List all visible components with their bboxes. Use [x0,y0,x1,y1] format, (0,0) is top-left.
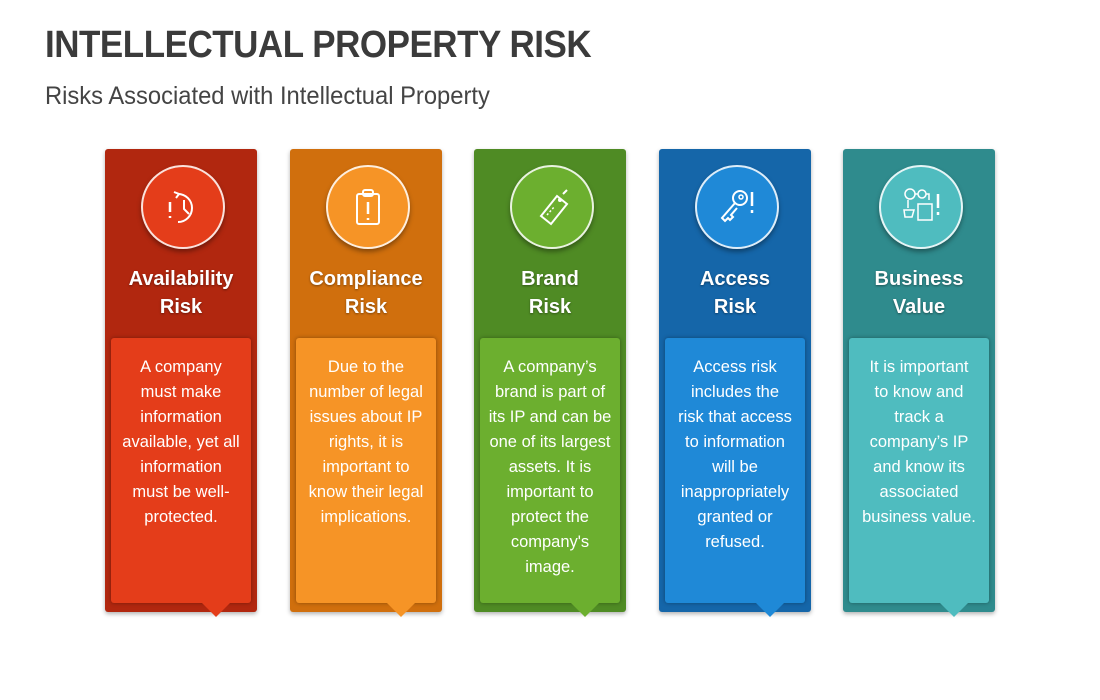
card-description-box: Due to the number of legal issues about IP… [296,338,436,603]
card-description-line: track a [894,408,944,426]
card-title: Availability Risk [105,265,257,321]
card-description-line: brand is part of [494,383,606,401]
card-description-line: It is important [869,358,969,376]
card-title: Brand Risk [474,265,626,321]
card-description-box: Access risk includes the risk that access t… [665,338,805,603]
card-title-line: Value [892,296,946,318]
pointer-arrow [756,603,784,617]
card-description-line: business value. [862,508,976,526]
card-description-line: rights, it is [328,433,404,451]
card-title-line: Risk [713,296,757,318]
slide-title: INTELLECTUAL PROPERTY RISK [45,24,592,66]
slide-subtitle: Risks Associated with Intellectual Prope… [45,82,490,110]
icon-circle [879,165,963,249]
card-description-line: will be [712,458,758,476]
card-description-line: one of its largest [489,433,611,451]
card-title-line: Brand [521,268,579,290]
card-description-line: to information [685,433,785,451]
pointer-arrow [571,603,599,617]
icon-circle [695,165,779,249]
card-description-line: risk that access [678,408,792,426]
card-description-line: important to [506,483,594,501]
card-description-box: A company’s brand is part of its IP and ca… [480,338,620,603]
clock-alert-icon [168,191,193,223]
card-business-value: Business Value It is important to know and t… [843,149,995,617]
card-description-line: company's [510,533,590,551]
card-access-risk: Access Risk Access risk includes the risk th… [659,149,811,617]
pointer-arrow [387,603,415,617]
card-description-line: its IP and can be [488,408,612,426]
card-title: Access Risk [659,265,811,321]
card-description-line: granted or [697,508,773,526]
pointer-arrow [940,603,968,617]
clipboard-alert-icon [356,189,380,225]
card-description-line: must be well- [132,483,230,501]
icon-circle [510,165,594,249]
card-description-line: number of legal [309,383,423,401]
card-description-line: issues about IP [309,408,423,426]
card-title-line: Risk [159,296,203,318]
card-description-line: company’s IP [869,433,969,451]
key-alert-icon [720,190,754,223]
card-description-line: associated [879,483,959,501]
card-title-line: Compliance [309,268,423,290]
card-title: Compliance Risk [290,265,442,321]
card-compliance-risk: Compliance Risk Due to the number of legal i… [290,149,442,617]
icon-circle [141,165,225,249]
card-description-line: and know its [873,458,965,476]
card-description-line: information [140,458,222,476]
card-title-line: Access [699,268,771,290]
card-description-box: It is important to know and track a company… [849,338,989,603]
card-title-line: Availability [128,268,234,290]
card-description-line: image. [525,558,575,576]
card-description-line: assets. It is [508,458,592,476]
card-description-line: important to [322,458,410,476]
card-description-line: to know and [874,383,964,401]
card-description-line: information [140,408,222,426]
card-brand-risk: Brand Risk A company’s brand is part of its … [474,149,626,617]
card-description-line: A company [140,358,222,376]
card-description-line: inappropriately [680,483,790,501]
card-description-line: Due to the [327,358,405,376]
pointer-arrow [202,603,230,617]
card-description-box: A company must make information available, … [111,338,251,603]
card-description-line: Access risk [693,358,777,376]
card-description-line: must make [140,383,222,401]
card-description-line: protect the [511,508,589,526]
business-value-icon [903,188,940,221]
card-description-line: available, yet all [122,433,240,451]
card-description-line: protected. [144,508,218,526]
card-description-line: A company’s [503,358,597,376]
card-title: Business Value [843,265,995,321]
card-title-line: Risk [528,296,572,318]
card-description-line: includes the [690,383,780,401]
card-description-line: implications. [320,508,412,526]
card-title-line: Risk [344,296,388,318]
card-title-line: Business [874,268,964,290]
card-availability-risk: Availability Risk A company must make inform… [105,149,257,617]
icon-circle [326,165,410,249]
card-description-line: know their legal [308,483,424,501]
card-description-line: refused. [705,533,765,551]
brand-tag-icon [539,189,569,226]
